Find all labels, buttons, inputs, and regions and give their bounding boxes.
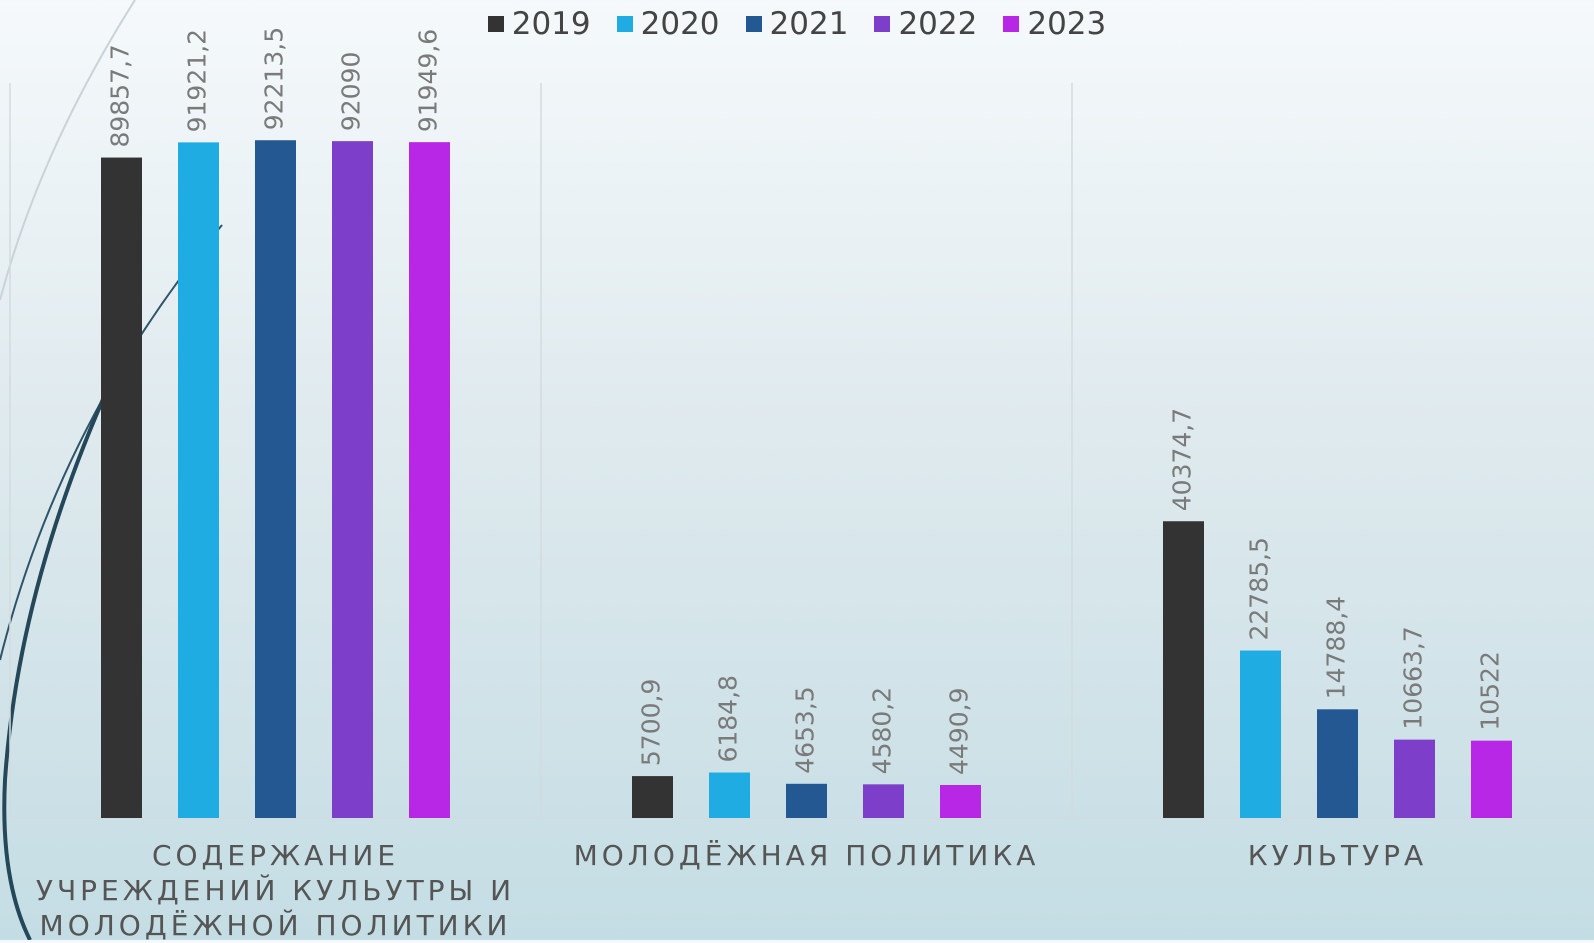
legend-label: 2019 [511,6,591,42]
legend-item: 2020 [616,6,720,42]
x-tick-label: СОДЕРЖАНИЕ УЧРЕЖДЕНИЙ КУЛЬУТРЫ И МОЛОДЁЖ… [35,839,516,942]
bar [1240,650,1281,818]
value-label: 6184,8 [714,675,743,762]
decor-arc [0,0,136,301]
bar [709,772,750,818]
legend-item: 2022 [874,6,977,42]
decor-arc [2,319,142,940]
bar [178,142,219,819]
value-label: 92213,5 [260,27,289,130]
legend-swatch [1003,16,1020,32]
x-tick-label: МОЛОДЁЖНАЯ ПОЛИТИКА [573,839,1040,872]
value-label: 5700,9 [637,679,666,766]
value-label: 4580,2 [868,687,897,774]
value-label: 10522 [1476,651,1505,731]
bar [632,776,673,818]
legend-label: 2022 [898,6,978,42]
legend-item: 2021 [745,6,849,42]
value-label: 91921,2 [183,29,212,132]
value-label: 14788,4 [1322,596,1351,699]
bar [101,157,142,818]
legend-label: 2020 [640,6,720,42]
legend-label: 2021 [769,6,849,42]
legend-swatch [616,16,633,32]
bar [1394,739,1435,818]
bar [786,783,827,818]
legend-item: 2019 [487,6,591,42]
bar [1163,521,1204,818]
bar [940,784,981,818]
bar [1471,740,1512,818]
value-label: 92090 [337,52,366,132]
bar [1317,709,1358,818]
value-label: 10663,7 [1399,626,1428,729]
legend-swatch [745,16,762,32]
legend-swatch [487,16,504,32]
legend-item: 2023 [1003,6,1106,42]
legend-swatch [874,16,891,32]
bar [332,141,373,819]
x-tick-label: КУЛЬТУРА [1247,839,1428,872]
bar [255,140,296,818]
bar [863,784,904,818]
value-label: 4490,9 [945,688,974,775]
bar [409,142,450,819]
value-label: 4653,5 [791,686,820,773]
legend-label: 2023 [1027,6,1107,42]
value-label: 89857,7 [106,44,135,147]
value-label: 91949,6 [414,29,443,132]
value-label: 40374,7 [1168,408,1197,511]
legend: 2019 2020 2021 2022 2023 [0,6,1594,42]
value-label: 22785,5 [1245,537,1274,640]
